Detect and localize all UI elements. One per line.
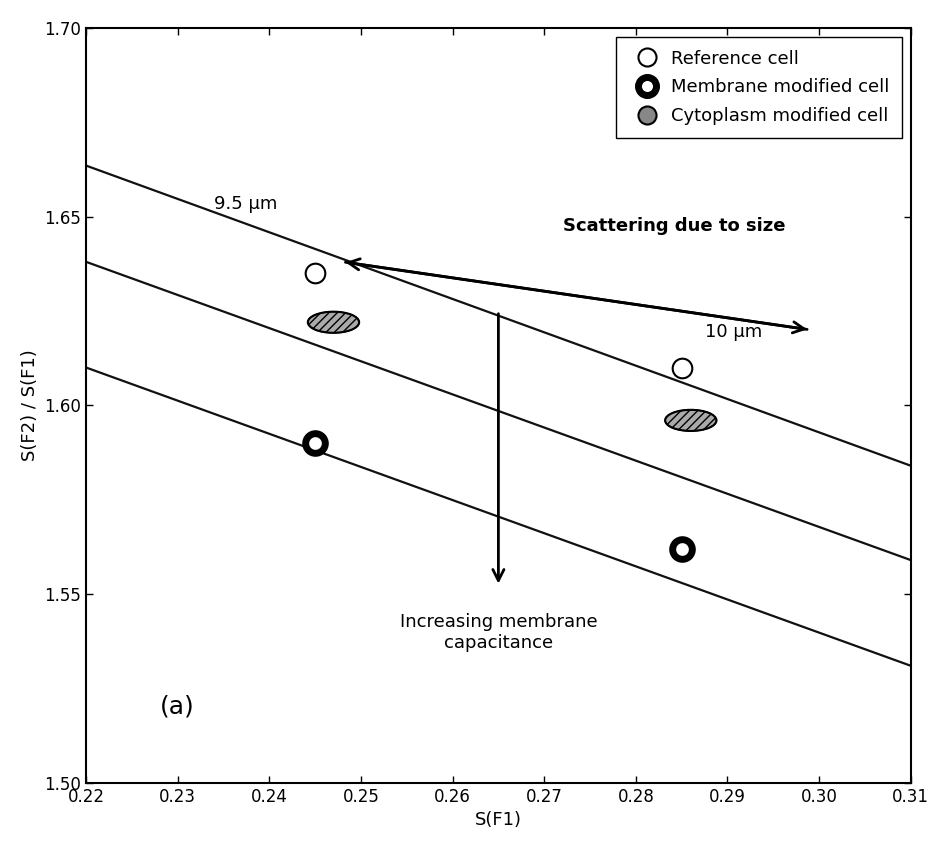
Legend: Reference cell, Membrane modified cell, Cytoplasm modified cell: Reference cell, Membrane modified cell, … <box>617 37 902 138</box>
Text: Scattering due to size: Scattering due to size <box>562 218 785 235</box>
Text: 9.5 μm: 9.5 μm <box>215 195 277 212</box>
Y-axis label: S(F2) / S(F1): S(F2) / S(F1) <box>21 349 39 462</box>
Point <box>674 360 690 374</box>
Text: 10 μm: 10 μm <box>705 323 762 341</box>
Text: (a): (a) <box>160 694 194 718</box>
Point <box>674 542 690 556</box>
Point <box>308 266 323 280</box>
Circle shape <box>308 312 359 333</box>
Circle shape <box>665 410 716 431</box>
Text: Increasing membrane
capacitance: Increasing membrane capacitance <box>400 613 598 652</box>
X-axis label: S(F1): S(F1) <box>475 811 522 829</box>
Point <box>308 436 323 450</box>
